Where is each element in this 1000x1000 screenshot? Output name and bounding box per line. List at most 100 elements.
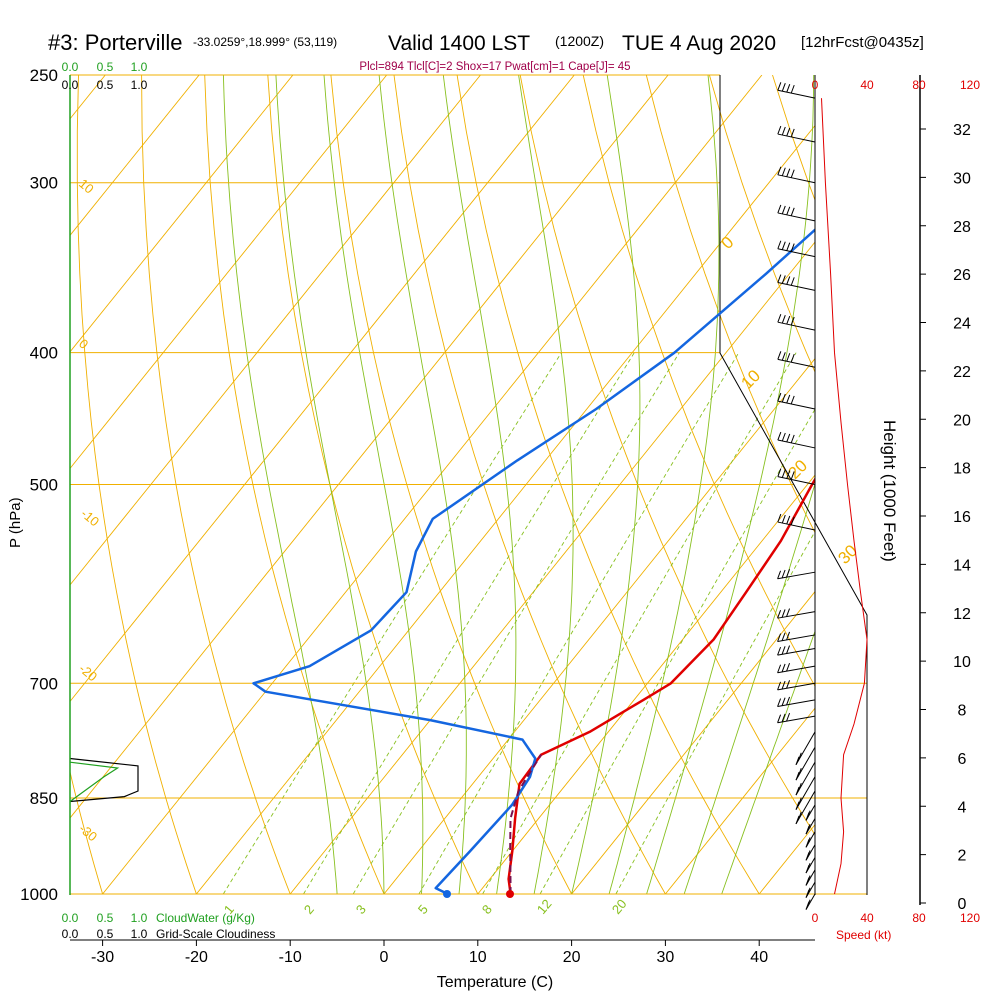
- pressure-axis-label: P (hPa): [7, 497, 24, 548]
- speed-axis-label: Speed (kt): [836, 928, 891, 942]
- dry-adiabat-line: [76, 75, 197, 895]
- mixing-ratio-line: [303, 352, 635, 895]
- dry-adiabat-line: [962, 75, 1000, 894]
- wind-barb: [777, 571, 816, 580]
- mixing-ratio-label: 20: [609, 896, 630, 917]
- moist-adiabat-line: [721, 630, 815, 895]
- wind-barb-flag: [777, 351, 782, 360]
- wind-barb-flag: [781, 514, 786, 524]
- wind-barb-flag: [781, 697, 786, 706]
- station-title: #3: Porterville: [48, 30, 183, 55]
- cloudiness-scale-label: 1.0: [131, 78, 148, 92]
- wind-barb-flag: [786, 645, 791, 654]
- dry-adiabat-label: -30: [76, 821, 100, 845]
- speed-tick-label: 80: [912, 911, 926, 925]
- cloud-water-scale-label: 1.0: [131, 60, 148, 74]
- wind-barb-flag: [786, 83, 791, 93]
- wind-barb-flag: [806, 810, 811, 819]
- wind-barb-flag: [797, 782, 802, 792]
- sounding-indices: Plcl=894 Tlcl[C]=2 Shox=17 Pwat[cm]=1 Ca…: [359, 61, 630, 73]
- wind-barb-flag: [781, 205, 786, 215]
- wind-barb: [777, 699, 816, 708]
- wind-barb-flag: [781, 713, 786, 723]
- pressure-tick-label: 500: [30, 476, 58, 495]
- cloudiness-profile: [69, 757, 139, 803]
- pressure-tick-label: 700: [30, 674, 58, 693]
- wind-barb-flag: [795, 771, 800, 781]
- wind-barb-flag: [781, 469, 786, 478]
- cloudiness-scale-label: 0.5: [97, 927, 114, 941]
- forecast-info: [12hrFcst@0435z]: [801, 34, 924, 51]
- wind-barb-flag: [806, 837, 811, 846]
- dry-adiabat-line: [456, 75, 760, 895]
- wind-barb: [777, 439, 816, 449]
- dry-adiabat-line: [70, 769, 104, 895]
- temperature-axis: -30 -20 -10 0 10 20 30 40: [91, 940, 768, 966]
- wind-barb-flag: [790, 434, 795, 444]
- mixing-ratio-label: 3: [353, 902, 369, 917]
- wind-barb-flag: [781, 680, 786, 690]
- cloudiness-scale-label: 0.0: [62, 927, 79, 941]
- wind-barb-flag: [806, 824, 811, 833]
- wind-barb-flag: [777, 82, 782, 91]
- height-tick-label: 20: [953, 412, 971, 429]
- temperature-tick-label: 0: [380, 949, 389, 966]
- wind-barb-flag: [790, 243, 795, 252]
- cloud-water-scale-label: 0.0: [62, 60, 79, 74]
- temperature-axis-label: Temperature (C): [437, 974, 553, 991]
- wind-barb-flag: [777, 314, 782, 323]
- wind-barb-flag: [790, 128, 795, 138]
- utc-time: (1200Z): [555, 33, 604, 49]
- wind-barb-flag: [786, 315, 791, 325]
- sounding-series: [252, 228, 815, 895]
- height-tick-label: 22: [953, 364, 971, 381]
- temperature-line: [507, 477, 815, 895]
- dry-adiabat-line: [708, 75, 815, 374]
- plot-right-boundary: [719, 75, 868, 895]
- station-coords: -33.0259°,18.999° (53,119): [193, 35, 337, 49]
- wind-barb: [777, 89, 816, 99]
- wind-barb: [777, 133, 816, 143]
- wind-barb-flag: [781, 241, 786, 250]
- isotherm-line: [0, 75, 11, 894]
- wind-barb-flag: [786, 569, 791, 578]
- temperature-tick-label: -20: [185, 949, 208, 966]
- cloudiness-legend: Grid-Scale Cloudiness: [156, 927, 275, 941]
- height-tick-label: 16: [953, 509, 971, 526]
- dry-adiabat-line: [519, 75, 815, 836]
- wind-barb-flag: [781, 632, 786, 641]
- cloud-water-scale-label: 0.5: [97, 60, 114, 74]
- dry-adiabat-line: [330, 75, 572, 895]
- wind-barb-flag: [781, 314, 786, 324]
- height-tick-label: 18: [953, 461, 971, 478]
- height-tick-label: 32: [953, 122, 971, 139]
- valid-time: Valid 1400 LST: [388, 32, 530, 55]
- wind-barb-flag: [797, 797, 802, 806]
- cloudiness-scale-label: 1.0: [131, 927, 148, 941]
- wind-barb-flag: [777, 392, 782, 402]
- height-tick-label: 14: [953, 557, 971, 574]
- wind-barb: [777, 665, 816, 674]
- wind-barb-flag: [777, 240, 782, 249]
- wind-barb-flag: [786, 168, 791, 177]
- wind-barb: [777, 715, 816, 724]
- wind-barb: [777, 174, 816, 184]
- wind-barb-flag: [786, 515, 791, 525]
- wind-barb-flag: [777, 681, 782, 691]
- wind-barb: [777, 682, 816, 691]
- wind-barb-flag: [795, 756, 800, 765]
- surface-temperature-dot: [506, 890, 514, 898]
- wind-barb-flag: [781, 646, 786, 655]
- wind-barb-flag: [781, 275, 786, 284]
- isobar-lines: [70, 74, 867, 895]
- moist-adiabat-lines: [222, 75, 815, 895]
- pressure-tick-label: 850: [30, 789, 58, 808]
- wind-barb-flag: [786, 696, 791, 706]
- wind-barb-flag: [806, 862, 811, 872]
- height-tick-label: 4: [958, 799, 967, 816]
- cloud-water-scale-label: 1.0: [131, 911, 148, 925]
- wind-barb-flag: [790, 395, 795, 405]
- cloud-scales: 0.0 0.5 1.0 0.0 0.5 1.0 0.0 0.5 1.0 0.0 0.5 1.0: [62, 60, 148, 941]
- wind-barb: [777, 212, 816, 222]
- wind-barb: [777, 611, 816, 619]
